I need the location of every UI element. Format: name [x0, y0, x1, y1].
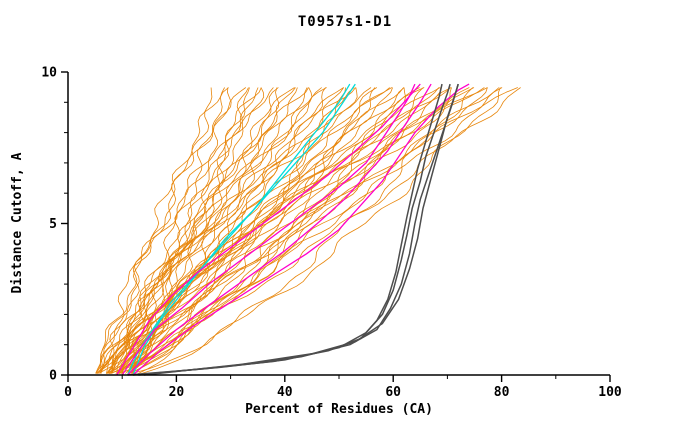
- series-line: [106, 87, 274, 374]
- tick-labels: 0 20 40 60 80 100 0 5 10: [41, 66, 622, 401]
- series-group-highlight-curves-magenta: [116, 83, 470, 376]
- series-line: [100, 87, 390, 374]
- series-line: [132, 83, 351, 376]
- series-line: [96, 87, 475, 374]
- series-line: [111, 87, 355, 374]
- series-line: [127, 83, 432, 376]
- x-tick-label: 100: [598, 385, 622, 400]
- series-line: [122, 87, 327, 374]
- series-line: [100, 87, 259, 374]
- series-line: [116, 83, 421, 376]
- series-line: [111, 87, 485, 374]
- series-line: [100, 87, 488, 374]
- series-line: [132, 87, 296, 374]
- series-line: [107, 87, 440, 374]
- series-line: [95, 87, 213, 374]
- x-tick-label: 40: [277, 385, 293, 400]
- y-tick-label: 0: [49, 369, 57, 384]
- y-tick-label: 5: [49, 217, 57, 232]
- series-line: [132, 83, 470, 376]
- series-line: [96, 87, 344, 374]
- series-line: [128, 87, 249, 374]
- series-line: [116, 87, 247, 374]
- x-tick-label: 60: [385, 385, 401, 400]
- chart-title: T0957s1-D1: [298, 14, 392, 30]
- series-group-best-model-curves-gray: [127, 83, 459, 376]
- axes: [61, 71, 611, 382]
- x-tick-label: 0: [64, 385, 72, 400]
- series-line: [141, 87, 474, 374]
- series-line: [100, 87, 225, 374]
- x-tick-label: 20: [169, 385, 185, 400]
- series-line: [127, 87, 344, 374]
- series-line: [100, 87, 356, 374]
- x-tick-label: 80: [494, 385, 510, 400]
- series-line: [121, 83, 416, 376]
- series-line: [143, 83, 459, 376]
- y-tick-label: 10: [41, 66, 57, 81]
- series-line: [118, 87, 405, 374]
- series-line: [131, 87, 501, 374]
- series-line: [129, 87, 503, 374]
- series-line: [110, 87, 488, 374]
- x-axis-label: Percent of Residues (CA): [245, 402, 433, 417]
- series-line: [117, 87, 500, 374]
- series-line: [110, 87, 521, 374]
- series-group-highlight-curves-cyan: [127, 83, 356, 376]
- y-axis-label: Distance Cutoff, A: [10, 152, 25, 293]
- series-line: [107, 87, 232, 374]
- series-line: [132, 87, 393, 374]
- series-line: [109, 87, 442, 374]
- series-line: [118, 87, 406, 374]
- series-line: [95, 87, 309, 374]
- series-line: [127, 83, 356, 376]
- curves: [95, 83, 521, 376]
